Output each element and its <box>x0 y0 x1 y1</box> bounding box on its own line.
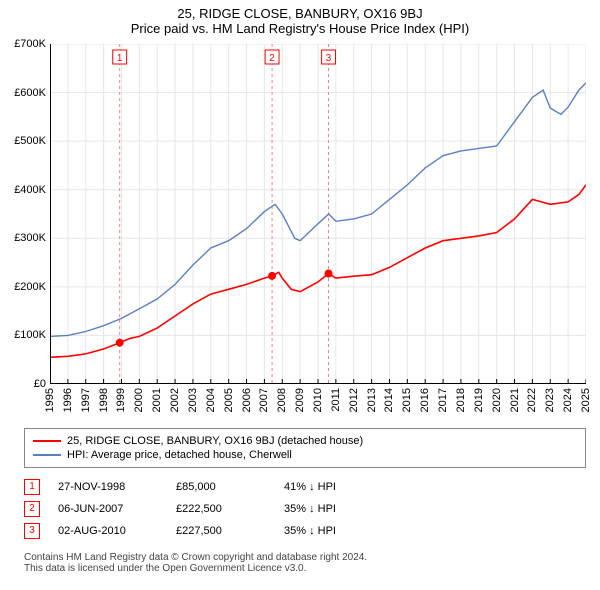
chart-title-subtitle: Price paid vs. HM Land Registry's House … <box>4 21 596 36</box>
event-price: £85,000 <box>176 481 266 493</box>
legend-swatch-red <box>33 440 61 442</box>
y-tick-label: £200K <box>14 281 46 293</box>
x-tick-label: 2024 <box>562 388 574 412</box>
event-price: £227,500 <box>176 525 266 537</box>
x-axis-labels: 1995199619971998199920002001200220032004… <box>50 384 586 422</box>
sale-events-table: 1 27-NOV-1998 £85,000 41% ↓ HPI 2 06-JUN-2007… <box>24 476 586 542</box>
y-tick-label: £500K <box>14 135 46 147</box>
y-tick-label: £600K <box>14 87 46 99</box>
event-delta: 35% ↓ HPI <box>284 525 374 537</box>
chart-svg: 1 2 3 <box>50 44 586 384</box>
footer-line2: This data is licensed under the Open Gov… <box>24 563 586 574</box>
svg-text:3: 3 <box>326 53 332 64</box>
x-tick-label: 2005 <box>223 388 235 412</box>
plot-area: £0£100K£200K£300K£400K£500K£600K£700K 12… <box>50 44 586 384</box>
event-price: £222,500 <box>176 503 266 515</box>
x-tick-label: 2020 <box>491 388 503 412</box>
x-tick-label: 1997 <box>80 388 92 412</box>
x-tick-label: 2011 <box>330 388 342 412</box>
y-tick-label: £300K <box>14 232 46 244</box>
x-tick-label: 2004 <box>205 388 217 412</box>
x-tick-label: 2007 <box>258 388 270 412</box>
x-tick-label: 2019 <box>473 388 485 412</box>
x-tick-label: 2016 <box>419 388 431 412</box>
footer: Contains HM Land Registry data © Crown c… <box>24 552 586 574</box>
legend-swatch-blue <box>33 454 61 456</box>
event-delta: 35% ↓ HPI <box>284 503 374 515</box>
x-tick-label: 2013 <box>366 388 378 412</box>
event-date: 06-JUN-2007 <box>58 503 158 515</box>
event-badge: 1 <box>24 479 40 495</box>
x-tick-label: 2014 <box>383 388 395 412</box>
legend-label-red: 25, RIDGE CLOSE, BANBURY, OX16 9BJ (deta… <box>67 435 363 447</box>
event-badge: 3 <box>24 523 40 539</box>
x-tick-label: 2018 <box>455 388 467 412</box>
event-date: 02-AUG-2010 <box>58 525 158 537</box>
legend-row-blueline: HPI: Average price, detached house, Cher… <box>33 448 577 462</box>
chart-container: 25, RIDGE CLOSE, BANBURY, OX16 9BJ Price… <box>0 0 600 574</box>
legend-box: 25, RIDGE CLOSE, BANBURY, OX16 9BJ (deta… <box>24 428 586 468</box>
legend-label-blue: HPI: Average price, detached house, Cher… <box>67 449 292 461</box>
x-tick-label: 2009 <box>294 388 306 412</box>
x-tick-label: 2015 <box>401 388 413 412</box>
x-tick-label: 2017 <box>437 388 449 412</box>
y-axis-labels: £0£100K£200K£300K£400K£500K£600K£700K <box>4 44 48 384</box>
event-badge: 2 <box>24 501 40 517</box>
y-tick-label: £400K <box>14 184 46 196</box>
event-date: 27-NOV-1998 <box>58 481 158 493</box>
x-tick-label: 1996 <box>62 388 74 412</box>
x-tick-label: 2023 <box>544 388 556 412</box>
x-tick-label: 2021 <box>509 388 521 412</box>
x-tick-label: 1999 <box>115 388 127 412</box>
x-tick-label: 2010 <box>312 388 324 412</box>
x-tick-label: 1998 <box>98 388 110 412</box>
footer-line1: Contains HM Land Registry data © Crown c… <box>24 552 586 563</box>
x-tick-label: 2022 <box>526 388 538 412</box>
x-tick-label: 2012 <box>348 388 360 412</box>
svg-text:1: 1 <box>117 53 123 64</box>
x-tick-label: 2000 <box>133 388 145 412</box>
event-delta: 41% ↓ HPI <box>284 481 374 493</box>
event-row: 1 27-NOV-1998 £85,000 41% ↓ HPI <box>24 476 586 498</box>
x-tick-label: 2008 <box>276 388 288 412</box>
x-tick-label: 1995 <box>44 388 56 412</box>
event-row: 3 02-AUG-2010 £227,500 35% ↓ HPI <box>24 520 586 542</box>
x-tick-label: 2003 <box>187 388 199 412</box>
event-row: 2 06-JUN-2007 £222,500 35% ↓ HPI <box>24 498 586 520</box>
svg-text:2: 2 <box>269 53 275 64</box>
x-tick-label: 2002 <box>169 388 181 412</box>
x-tick-label: 2001 <box>151 388 163 412</box>
y-tick-label: £700K <box>14 38 46 50</box>
legend-row-redline: 25, RIDGE CLOSE, BANBURY, OX16 9BJ (deta… <box>33 434 577 448</box>
x-tick-label: 2025 <box>580 388 592 412</box>
x-tick-label: 2006 <box>241 388 253 412</box>
y-tick-label: £100K <box>14 329 46 341</box>
chart-title-address: 25, RIDGE CLOSE, BANBURY, OX16 9BJ <box>4 6 596 21</box>
